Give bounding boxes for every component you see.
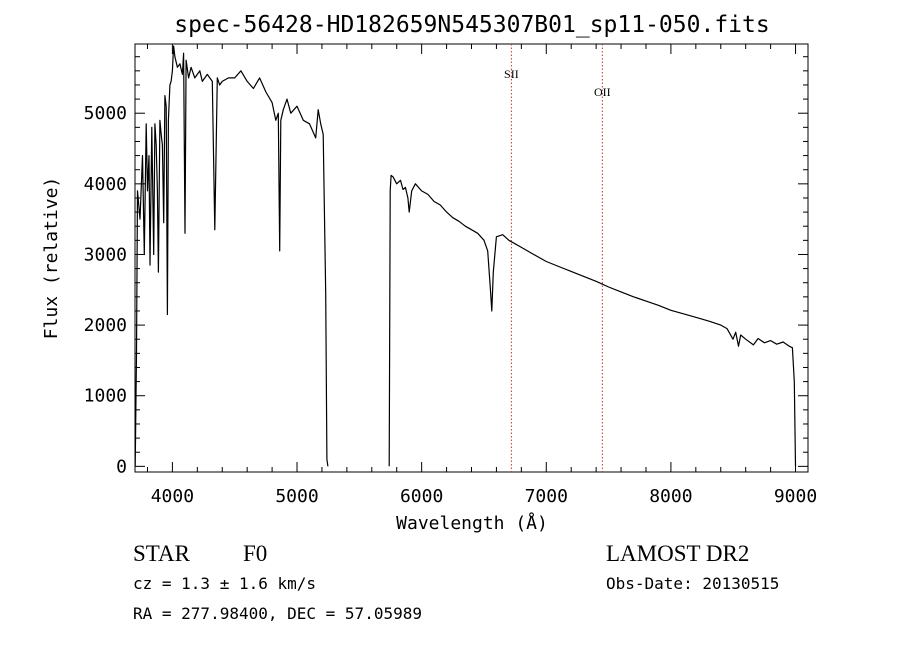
y-tick-label-1000: 1000	[84, 386, 127, 407]
x-tick-label-8000: 8000	[649, 486, 692, 507]
obs-date-text: Obs-Date: 20130515	[606, 574, 779, 593]
y-tick-label-5000: 5000	[84, 103, 127, 124]
spectrum-line-segment-1	[134, 45, 329, 467]
object-subclass: F0	[243, 541, 267, 566]
coordinates-text: RA = 277.98400, DEC = 57.05989	[133, 604, 422, 623]
x-tick-label-9000: 9000	[774, 486, 817, 507]
spectrum-line-segment-2	[388, 174, 797, 467]
line-marker-label-sii: SII	[504, 67, 519, 81]
y-axis-label: Flux (relative)	[41, 177, 62, 340]
x-tick-label-4000: 4000	[151, 486, 194, 507]
y-tick-label-4000: 4000	[84, 174, 127, 195]
plot-area: 4000 5000 6000 7000 8000 9000 0 1000 2000 3000 400…	[84, 43, 817, 507]
y-tick-label-2000: 2000	[84, 315, 127, 336]
x-tick-label-7000: 7000	[525, 486, 568, 507]
y-tick-label-0: 0	[116, 456, 127, 477]
y-tick-label-3000: 3000	[84, 244, 127, 265]
x-axis-label: Wavelength (Å)	[396, 512, 548, 534]
x-tick-label-5000: 5000	[275, 486, 318, 507]
redshift-text: cz = 1.3 ± 1.6 km/s	[133, 574, 316, 593]
chart-title: spec-56428-HD182659N545307B01_sp11-050.f…	[174, 12, 769, 38]
line-marker-label-oii: OII	[594, 85, 611, 99]
x-tick-label-6000: 6000	[400, 486, 443, 507]
object-class: STAR	[133, 541, 191, 566]
survey-label: LAMOST DR2	[606, 541, 749, 566]
